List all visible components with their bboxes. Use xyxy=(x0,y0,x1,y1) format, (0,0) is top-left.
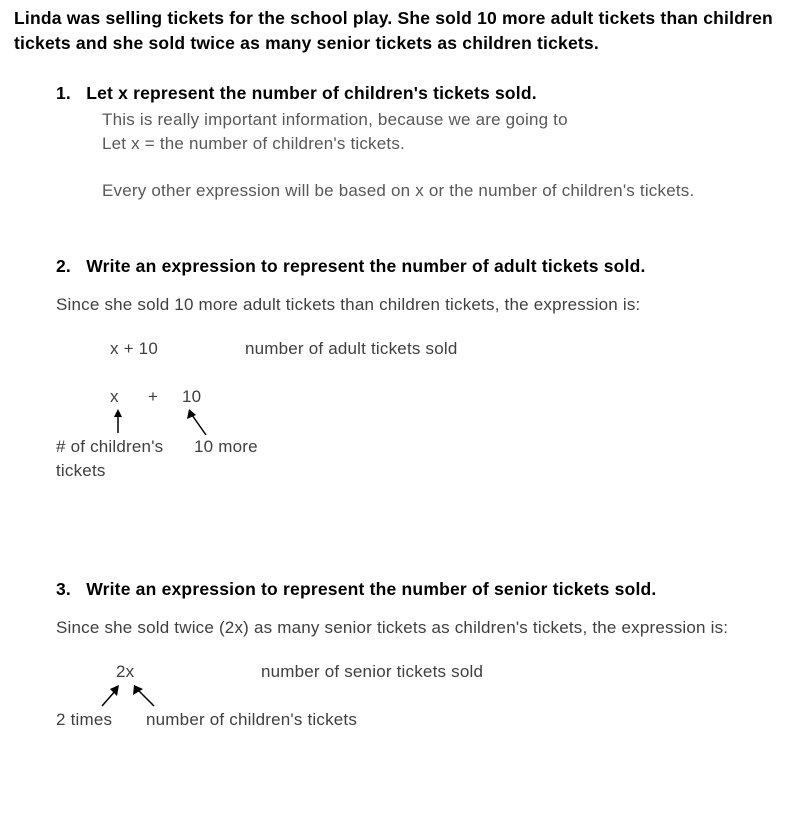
q2-expression: x + 10 xyxy=(110,339,240,359)
q3-number: 3. xyxy=(56,579,71,599)
arrow-icon xyxy=(110,409,126,435)
question-3: 3. Write an expression to represent the … xyxy=(14,579,785,740)
arrow-icon xyxy=(130,684,158,708)
q2-annotation-more: 10 more xyxy=(194,437,258,457)
q3-since: Since she sold twice (2x) as many senior… xyxy=(56,618,785,638)
q2-diagram-plus: + xyxy=(148,387,158,407)
q1-explain-line3: Every other expression will be based on … xyxy=(102,179,785,204)
question-1: 1. Let x represent the number of childre… xyxy=(14,83,785,204)
arrow-icon xyxy=(184,409,214,437)
q2-annotation-children-1: # of children's xyxy=(56,437,163,457)
q2-annotation-children-2: tickets xyxy=(56,461,106,481)
q2-diagram-x: x xyxy=(110,387,119,407)
q2-expression-label: number of adult tickets sold xyxy=(245,339,458,358)
q2-diagram-10: 10 xyxy=(182,387,201,407)
q2-diagram: x + 10 # of children's tickets 10 more xyxy=(56,387,785,507)
q3-diagram: 2 times number of children's tickets xyxy=(56,684,785,740)
q2-number: 2. xyxy=(56,256,71,276)
q1-number: 1. xyxy=(56,83,71,103)
q3-expression: 2x xyxy=(110,662,256,682)
q1-explain-line2: Let x = the number of children's tickets… xyxy=(102,132,785,157)
q3-expression-label: number of senior tickets sold xyxy=(261,662,483,681)
q1-explain-line1: This is really important information, be… xyxy=(102,108,785,133)
q3-title: Write an expression to represent the num… xyxy=(86,579,656,599)
question-2: 2. Write an expression to represent the … xyxy=(14,256,785,507)
q2-since: Since she sold 10 more adult tickets tha… xyxy=(56,295,785,315)
q1-title: Let x represent the number of children's… xyxy=(86,83,537,103)
q3-annotation-children: number of children's tickets xyxy=(146,710,357,730)
problem-statement: Linda was selling tickets for the school… xyxy=(14,6,785,57)
arrow-icon xyxy=(98,684,122,708)
q3-annotation-times: 2 times xyxy=(56,710,112,730)
q2-title: Write an expression to represent the num… xyxy=(86,256,645,276)
